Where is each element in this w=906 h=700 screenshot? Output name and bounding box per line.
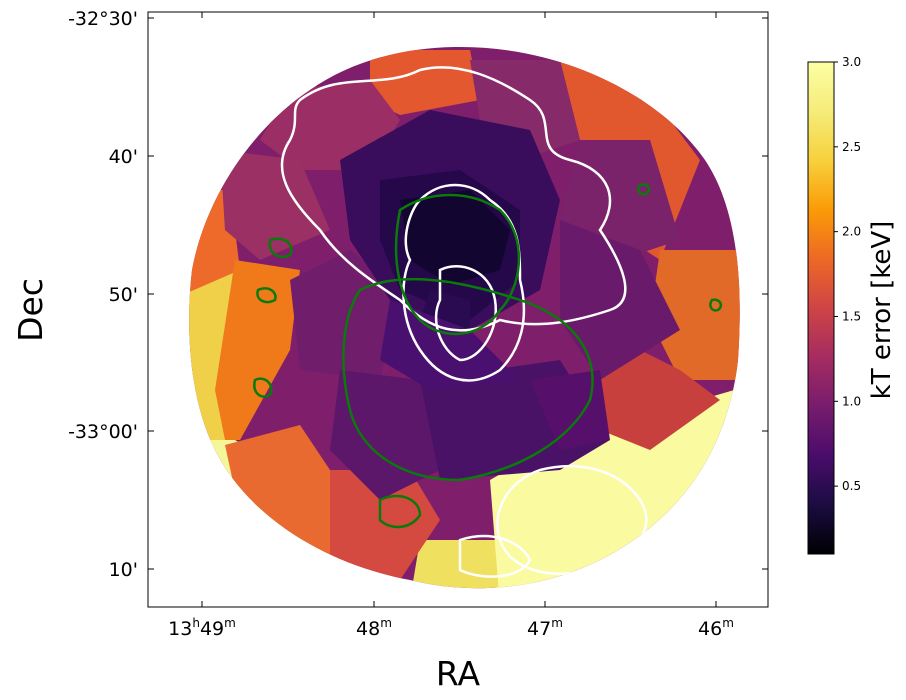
x-tick-label: 46m <box>698 616 734 640</box>
y-tick-labels: -32°30' 40' 50' -33°00' 10' <box>68 8 138 581</box>
x-tick-label: 47m <box>527 616 563 640</box>
map-region <box>330 370 440 500</box>
map-region <box>380 300 520 390</box>
x-axis-title: RA <box>436 654 481 693</box>
colorbar-tick-label: 0.5 <box>842 479 861 493</box>
colorbar-tick-label: 2.0 <box>842 225 861 239</box>
map-region <box>220 150 330 260</box>
colorbar-tick-label: 1.5 <box>842 309 861 323</box>
colorbar-title: kT error [keV] <box>867 221 897 400</box>
x-tick-label: 13h49m <box>168 616 236 640</box>
colorbar-tick-label: 2.5 <box>842 140 861 154</box>
y-tick-label: 50' <box>109 284 138 306</box>
map-region <box>400 190 510 285</box>
x-tick-labels: 13h49m 48m 47m 46m <box>168 616 734 640</box>
kt-error-map <box>189 46 740 589</box>
contour-line <box>637 183 651 196</box>
map-region <box>560 220 680 380</box>
y-tick-label: -33°00' <box>68 421 138 443</box>
contour-line <box>709 298 723 312</box>
map-region <box>530 370 610 450</box>
map-region <box>560 140 680 260</box>
y-tick-label: 40' <box>109 146 138 168</box>
contour-line <box>458 534 532 578</box>
contour-line <box>402 183 526 382</box>
contour-line <box>280 66 627 332</box>
x-tick-label: 48m <box>356 616 392 640</box>
contour-line <box>394 193 521 336</box>
contour-line <box>268 237 293 259</box>
y-tick-label: 10' <box>109 559 138 581</box>
contour-line <box>342 277 594 482</box>
map-region <box>650 250 740 380</box>
contour-line <box>378 494 422 529</box>
colorbar-tick-label: 1.0 <box>842 394 861 408</box>
colorbar <box>807 61 835 555</box>
contour-line <box>253 377 273 398</box>
colorbar-ticks: 0.5 1.0 1.5 2.0 2.5 3.0 <box>834 55 861 493</box>
map-region <box>370 50 480 115</box>
axis-tick-marks <box>148 12 768 607</box>
contour-line <box>256 287 277 304</box>
map-axes-frame <box>147 11 769 608</box>
colorbar-tick-label: 3.0 <box>842 55 861 69</box>
y-tick-label: -32°30' <box>68 8 138 30</box>
y-axis-title: Dec <box>11 278 50 342</box>
green-contours <box>253 183 723 529</box>
map-region <box>215 260 300 440</box>
